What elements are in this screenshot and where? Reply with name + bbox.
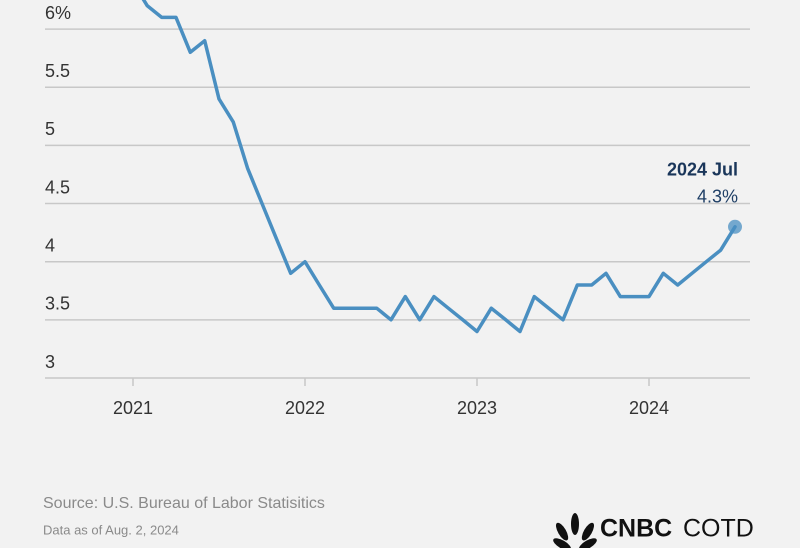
x-tick-label: 2022 [285, 398, 325, 418]
annotation: 2024 Jul [667, 160, 738, 180]
y-tick-label: 4 [45, 235, 55, 255]
x-tick-label: 2024 [629, 398, 669, 418]
source: Source: U.S. Bureau of Labor Statisitics [43, 495, 325, 512]
value-label: 4.3% [697, 187, 738, 207]
line [141, 0, 737, 334]
logo-bold: CNBC [600, 515, 672, 543]
x-tick-label: 2023 [457, 398, 497, 418]
logo-light: COTD [683, 515, 754, 543]
y-tick-label: 5 [45, 119, 55, 139]
y-tick-label: 3 [45, 352, 55, 372]
x-tick-label: 2021 [113, 398, 153, 418]
y-tick-label: 3.5 [45, 294, 70, 314]
end-point [728, 219, 742, 234]
y-tick-label: 5.5 [45, 61, 70, 81]
note: Data as of Aug. 2, 2024 [43, 522, 179, 537]
y-tick-label: 6% [45, 3, 71, 23]
y-tick-label: 4.5 [45, 177, 70, 197]
logo-icon [553, 513, 597, 548]
